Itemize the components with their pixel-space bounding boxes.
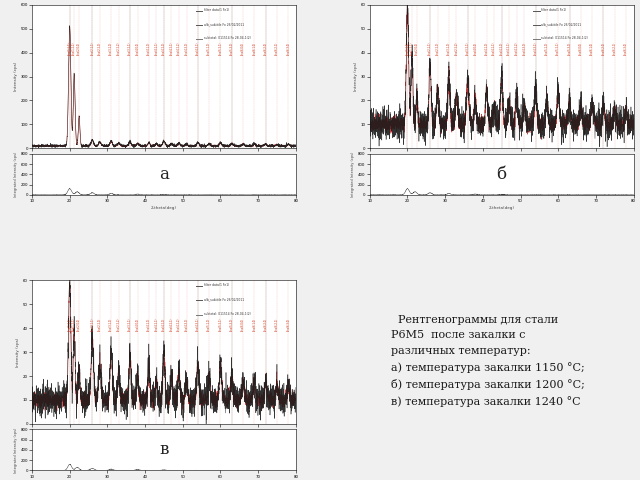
Text: Fe,α(1,1,1): Fe,α(1,1,1) [405, 42, 410, 55]
Text: б: б [497, 166, 507, 183]
Text: filter data(1 Fe1): filter data(1 Fe1) [204, 8, 228, 12]
Text: Fe,α(3,2,1): Fe,α(3,2,1) [128, 317, 132, 331]
Text: Fe,α(1,1,1): Fe,α(1,1,1) [68, 317, 72, 331]
Text: Fe,α(5,2,1): Fe,α(5,2,1) [218, 42, 223, 55]
Text: Fe,α(5,2,1): Fe,α(5,2,1) [218, 317, 223, 331]
Text: a/b_subtitle Fo 26/02/2011: a/b_subtitle Fo 26/02/2011 [204, 298, 244, 301]
Text: Fe,α(4,2,0): Fe,α(4,2,0) [162, 42, 166, 55]
Text: Fe,α(3,1,0): Fe,α(3,1,0) [109, 42, 113, 55]
Text: Fe,α(6,1,0): Fe,α(6,1,0) [252, 317, 257, 331]
Text: Fe,α(2,2,0): Fe,α(2,2,0) [98, 317, 102, 331]
Text: а: а [159, 166, 169, 183]
Text: Fe,α(6,2,0): Fe,α(6,2,0) [264, 317, 268, 331]
Text: Fe,α(3,1,0): Fe,α(3,1,0) [109, 317, 113, 331]
Text: Fe,α(5,3,0): Fe,α(5,3,0) [230, 317, 234, 331]
Text: subtotal: 011514 Fo 28-04-1(2): subtotal: 011514 Fo 28-04-1(2) [204, 36, 250, 40]
Text: Fe,α(4,1,1): Fe,α(4,1,1) [492, 42, 496, 55]
Text: Fe,α(4,3,0): Fe,α(4,3,0) [522, 42, 526, 55]
Text: Fe,α(5,1,0): Fe,α(5,1,0) [207, 42, 211, 55]
Text: Fe,α(6,3,0): Fe,α(6,3,0) [286, 42, 291, 55]
Text: Fe,α(3,2,1): Fe,α(3,2,1) [466, 42, 470, 55]
Text: subtotal: 011514 Fo 28-04-1(2): subtotal: 011514 Fo 28-04-1(2) [541, 36, 588, 40]
Text: Fe,α(6,0,0): Fe,α(6,0,0) [241, 317, 245, 331]
Text: Fe,α(1,1,1): Fe,α(1,1,1) [68, 42, 72, 55]
Text: Fe,α(2,2,2): Fe,α(2,2,2) [454, 42, 458, 55]
Text: Fe,α(4,2,2): Fe,α(4,2,2) [177, 42, 181, 55]
Text: Fe,α(6,0,0): Fe,α(6,0,0) [579, 42, 583, 55]
Text: Fe,α(2,0,0): Fe,α(2,0,0) [77, 42, 81, 55]
Text: Fe,α(4,3,0): Fe,α(4,3,0) [184, 317, 189, 331]
Y-axis label: Intensity (cps): Intensity (cps) [13, 62, 17, 91]
Text: subtotal: 011514 Fo 28-04-1(2): subtotal: 011514 Fo 28-04-1(2) [204, 312, 250, 316]
Text: Fe,α(4,2,2): Fe,α(4,2,2) [515, 42, 519, 55]
Y-axis label: Intensity (cps): Intensity (cps) [354, 62, 358, 91]
Text: a/b_subtitle Fo 26/02/2011
subtitle: 011514 Fo 28-04-1 (2): a/b_subtitle Fo 26/02/2011 subtitle: 011… [370, 160, 412, 168]
Text: Fe,α(1,2,1): Fe,α(1,2,1) [72, 42, 76, 55]
Text: Fe,α(4,1,0): Fe,α(4,1,0) [147, 42, 151, 55]
Text: Fe,α(4,0,0): Fe,α(4,0,0) [136, 317, 140, 331]
Text: Fe,α(6,1,0): Fe,α(6,1,0) [590, 42, 594, 55]
Text: Fe,α(4,2,0): Fe,α(4,2,0) [162, 317, 166, 331]
Text: Fe,α(4,2,1): Fe,α(4,2,1) [508, 42, 511, 55]
Text: a/b_subtitle Fo 26/02/2011: a/b_subtitle Fo 26/02/2011 [204, 22, 244, 26]
X-axis label: 2-theta(deg): 2-theta(deg) [489, 206, 515, 210]
Text: Fe,α(4,2,1): Fe,α(4,2,1) [170, 317, 173, 331]
Text: Fe,α(5,1,0): Fe,α(5,1,0) [207, 317, 211, 331]
X-axis label: 2-theta(deg): 2-theta(deg) [151, 206, 177, 210]
Text: Fe,α(2,0,0): Fe,α(2,0,0) [415, 42, 419, 55]
Y-axis label: Intensity (cps): Intensity (cps) [16, 337, 20, 367]
Text: Fe,α(4,2,2): Fe,α(4,2,2) [177, 317, 181, 331]
Text: Fe,α(5,3,0): Fe,α(5,3,0) [230, 42, 234, 55]
Text: Fe,α(5,1,0): Fe,α(5,1,0) [545, 42, 549, 55]
Text: Fe,α(6,2,0): Fe,α(6,2,0) [264, 42, 268, 55]
Text: Fe,α(4,1,0): Fe,α(4,1,0) [484, 42, 488, 55]
Text: a/b_subtitle Fo 26/02/2011: a/b_subtitle Fo 26/02/2011 [541, 22, 581, 26]
Text: filter data(1 Fe1): filter data(1 Fe1) [541, 8, 566, 12]
Text: Fe,α(5,3,0): Fe,α(5,3,0) [568, 42, 572, 55]
Text: Fe,α(4,1,0): Fe,α(4,1,0) [147, 317, 151, 331]
Text: Fe,α(4,0,0): Fe,α(4,0,0) [136, 42, 140, 55]
Text: Fe,α(2,2,0): Fe,α(2,2,0) [436, 42, 440, 55]
Text: Fe,α(4,3,1): Fe,α(4,3,1) [196, 42, 200, 55]
Text: Fe,α(1,2,1): Fe,α(1,2,1) [72, 317, 76, 331]
Text: Fe,α(4,3,1): Fe,α(4,3,1) [534, 42, 538, 55]
Text: Fe,α(4,3,0): Fe,α(4,3,0) [184, 42, 189, 55]
Text: a/b_subtitle Fo 26/02/2011
subtitle: 011514 Fo 28-04-1 (2): a/b_subtitle Fo 26/02/2011 subtitle: 011… [32, 160, 75, 168]
Y-axis label: Integrated Intensity (cps): Integrated Intensity (cps) [351, 152, 355, 197]
Y-axis label: Integrated Intensity (cps): Integrated Intensity (cps) [13, 152, 17, 197]
Text: Fe,α(6,3,0): Fe,α(6,3,0) [286, 317, 291, 331]
Text: Fe,α(2,0,0): Fe,α(2,0,0) [77, 317, 81, 331]
Text: Fe,α(2,2,0): Fe,α(2,2,0) [98, 42, 102, 55]
Text: Рентгенограммы для стали
Р6М5  после закалки с
различных температур:
а) температ: Рентгенограммы для стали Р6М5 после зака… [391, 314, 585, 407]
Text: Fe,α(6,0,0): Fe,α(6,0,0) [241, 42, 245, 55]
Text: Fe,α(4,2,1): Fe,α(4,2,1) [170, 42, 173, 55]
Text: filter data(1 Fe1): filter data(1 Fe1) [204, 283, 228, 287]
Y-axis label: Integrated Intensity (cps): Integrated Intensity (cps) [13, 427, 17, 473]
Text: Fe,α(1,2,1): Fe,α(1,2,1) [410, 42, 414, 55]
Text: Fe,α(6,2,0): Fe,α(6,2,0) [602, 42, 605, 55]
Text: Fe,α(2,1,1): Fe,α(2,1,1) [90, 42, 94, 55]
Text: Fe,α(4,1,1): Fe,α(4,1,1) [154, 42, 158, 55]
Text: в: в [159, 442, 169, 458]
Text: Fe,α(6,1,0): Fe,α(6,1,0) [252, 42, 257, 55]
Text: Fe,α(2,1,1): Fe,α(2,1,1) [428, 42, 432, 55]
Text: a/b_subtitle Fo 26/02/2011
subtitle: 011514 Fo 28-04-1 (2): a/b_subtitle Fo 26/02/2011 subtitle: 011… [32, 435, 75, 444]
Text: Fe,α(3,1,0): Fe,α(3,1,0) [447, 42, 451, 55]
Text: Fe,α(4,1,1): Fe,α(4,1,1) [154, 317, 158, 331]
Text: Fe,α(6,2,1): Fe,α(6,2,1) [275, 317, 279, 331]
Text: Fe,α(4,2,0): Fe,α(4,2,0) [500, 42, 504, 55]
Text: Fe,α(2,1,1): Fe,α(2,1,1) [90, 317, 94, 331]
Text: Fe,α(6,3,0): Fe,α(6,3,0) [624, 42, 628, 55]
Text: Fe,α(6,2,1): Fe,α(6,2,1) [275, 42, 279, 55]
Text: Fe,α(4,0,0): Fe,α(4,0,0) [474, 42, 477, 55]
Text: Fe,α(5,2,1): Fe,α(5,2,1) [556, 42, 560, 55]
Text: Fe,α(3,2,1): Fe,α(3,2,1) [128, 42, 132, 55]
Text: Fe,α(6,2,1): Fe,α(6,2,1) [612, 42, 617, 55]
Text: Fe,α(4,3,1): Fe,α(4,3,1) [196, 317, 200, 331]
Text: Fe,α(2,2,2): Fe,α(2,2,2) [116, 42, 121, 55]
Text: Fe,α(2,2,2): Fe,α(2,2,2) [116, 317, 121, 331]
